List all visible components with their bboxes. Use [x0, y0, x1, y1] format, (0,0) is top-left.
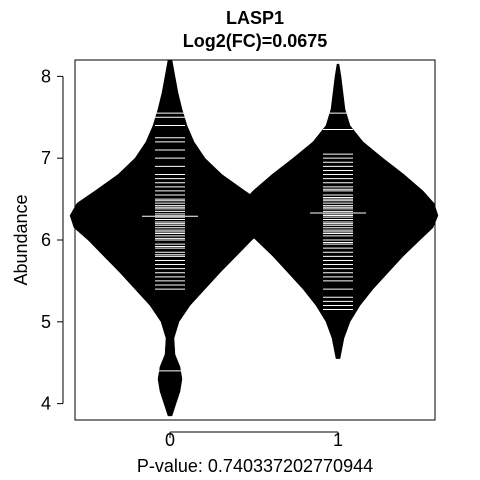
y-tick-label: 4 — [41, 394, 51, 414]
x-tick-label: 1 — [333, 430, 343, 450]
y-tick-label: 7 — [41, 148, 51, 168]
y-tick-label: 6 — [41, 230, 51, 250]
chart-subtitle: Log2(FC)=0.0675 — [183, 31, 328, 51]
x-axis-label: P-value: 0.740337202770944 — [137, 456, 373, 476]
y-tick-label: 8 — [41, 66, 51, 86]
chart-title: LASP1 — [226, 8, 284, 28]
y-axis-label: Abundance — [11, 194, 31, 285]
plot-frame — [74, 59, 436, 421]
beans-layer — [69, 59, 439, 417]
x-tick-label: 0 — [165, 430, 175, 450]
y-tick-label: 5 — [41, 312, 51, 332]
y-axis: 4 5 6 7 8 — [41, 66, 64, 414]
